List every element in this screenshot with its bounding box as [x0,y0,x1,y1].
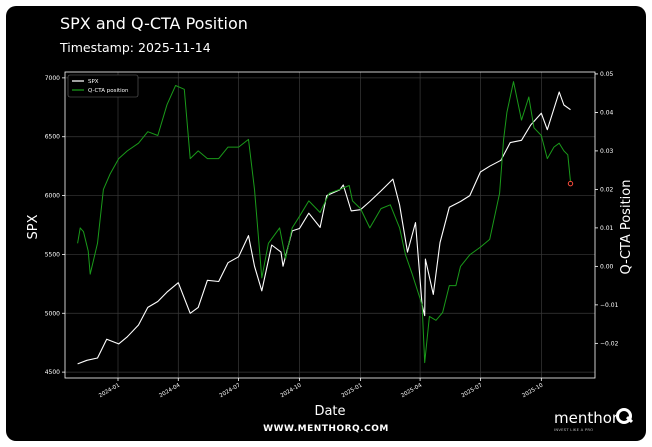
grid-lines [65,72,595,378]
y-tick-right-label: 0.03 [600,148,614,155]
x-tick-label: 2024-01 [98,383,121,400]
chart-title: SPX and Q-CTA Position [60,14,248,33]
x-tick-label: 2025-01 [341,383,364,400]
y-tick-left-label: 5500 [45,251,60,258]
series-layer [77,81,574,365]
x-tick-label: 2024-04 [158,382,181,399]
latest-position-marker [567,180,574,187]
y-tick-left-label: 5000 [45,310,60,317]
brand-logo: menthor INVEST LIKE A PRO [554,408,632,432]
chart-subtitle: Timestamp: 2025-11-14 [60,40,211,55]
chart-card: SPX and Q-CTA Position Timestamp: 2025-11… [6,6,646,441]
y-axis-left-label: SPX [26,214,41,239]
y-tick-left-label: 4500 [45,369,60,376]
y-tick-right-label: −0.01 [600,302,619,309]
y-tick-right-label: 0.04 [600,109,614,116]
x-tick-label: 2025-07 [460,382,483,399]
logo-q-icon [616,408,632,424]
chart-plot: 2024-01 2024-04 2024-07 2024-10 2025-01 2025-… [26,71,634,419]
y-tick-right-label: 0.02 [600,186,614,193]
legend-label-qcta: Q-CTA position [88,88,129,94]
legend-box [67,74,139,98]
y-tick-left-label: 6000 [45,193,60,200]
y-axis-left-ticks: 4500 5000 5500 6000 6500 7000 [45,75,65,376]
y-tick-right-label: 0.01 [600,225,614,232]
x-axis-label: Date [314,404,345,419]
y-tick-right-label: 0.00 [600,263,614,270]
timestamp-label: Timestamp: [60,40,134,55]
logo-tagline: INVEST LIKE A PRO [554,427,594,432]
x-tick-label: 2024-07 [219,382,242,399]
x-axis-ticks: 2024-01 2024-04 2024-07 2024-10 2025-01 2025-… [98,378,545,399]
y-axis-right-ticks: −0.02 −0.01 0.00 0.01 0.02 0.03 0.04 0.05 [595,71,619,347]
legend: SPX Q-CTA position [67,74,139,98]
footer-url[interactable]: WWW.MENTHORQ.COM [263,424,389,434]
timestamp-value: 2025-11-14 [138,40,211,55]
x-tick-label: 2024-10 [280,382,303,399]
y-tick-left-label: 7000 [45,75,60,82]
plot-frame [64,71,596,379]
y-tick-right-label: 0.05 [600,71,614,78]
logo-wordmark: menthor [554,409,619,427]
x-tick-label: 2025-10 [521,382,544,399]
x-tick-label: 2025-04 [400,382,423,399]
legend-label-spx: SPX [88,79,99,85]
y-tick-right-label: −0.02 [600,340,619,347]
qcta-position-line [77,81,571,364]
y-axis-right-label: Q-CTA Position [619,180,634,275]
y-tick-left-label: 6500 [45,134,60,141]
